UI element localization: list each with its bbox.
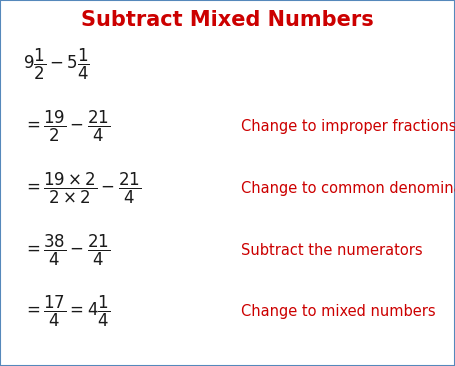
Text: $9\dfrac{1}{2}-5\dfrac{1}{4}$: $9\dfrac{1}{2}-5\dfrac{1}{4}$: [23, 46, 90, 82]
Text: Change to mixed numbers: Change to mixed numbers: [241, 305, 436, 319]
Text: Change to improper fractions: Change to improper fractions: [241, 119, 455, 134]
Text: $=\dfrac{38}{4}-\dfrac{21}{4}$: $=\dfrac{38}{4}-\dfrac{21}{4}$: [23, 233, 110, 268]
Text: $=\dfrac{19}{2}-\dfrac{21}{4}$: $=\dfrac{19}{2}-\dfrac{21}{4}$: [23, 109, 110, 144]
Text: Subtract the numerators: Subtract the numerators: [241, 243, 423, 258]
Text: Change to common denominator: Change to common denominator: [241, 181, 455, 196]
Text: $=\dfrac{19\times2}{2\times2}-\dfrac{21}{4}$: $=\dfrac{19\times2}{2\times2}-\dfrac{21}…: [23, 171, 141, 206]
Text: $=\dfrac{17}{4}=4\dfrac{1}{4}$: $=\dfrac{17}{4}=4\dfrac{1}{4}$: [23, 294, 110, 329]
Text: Subtract Mixed Numbers: Subtract Mixed Numbers: [81, 10, 374, 30]
